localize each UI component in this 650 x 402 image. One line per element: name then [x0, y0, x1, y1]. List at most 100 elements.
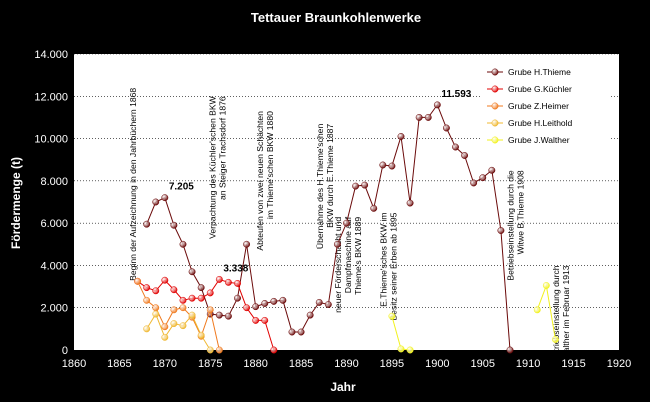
data-point [188, 268, 196, 276]
data-point [206, 289, 214, 297]
x-tick-label: 1895 [380, 358, 404, 370]
data-point [215, 311, 223, 319]
data-point [551, 335, 559, 343]
data-point [415, 113, 423, 121]
y-tick-label: 10.000 [34, 134, 68, 146]
data-point [252, 316, 260, 324]
data-point [161, 276, 169, 284]
data-point [170, 286, 178, 294]
annotation-line: A.Walther im Februar 1913 [561, 265, 571, 368]
data-point [533, 306, 541, 314]
data-point [143, 220, 151, 228]
data-point [134, 277, 142, 285]
data-point [488, 166, 496, 174]
data-point [152, 287, 160, 295]
data-point [261, 316, 269, 324]
annotation-line: Beginn der Aufzeichnung in den Jahrbüche… [128, 88, 138, 281]
data-point [442, 124, 450, 132]
x-tick-label: 1915 [561, 358, 585, 370]
annotation-line: im Thieme'schen BKW 1880 [265, 111, 275, 219]
annotation-line: Thieme's BKW 1889 [353, 217, 363, 295]
annotation-line: Betriebseinstellung durch die [506, 170, 516, 281]
data-point [252, 303, 260, 311]
x-tick-label: 1875 [198, 358, 222, 370]
y-axis-ticks: 0 2.000 4.000 6.000 8.000 10.000 12.000 14.000 [34, 49, 68, 357]
data-point [397, 345, 405, 353]
data-point [243, 304, 251, 312]
y-axis-label: Fördermenge (t) [9, 157, 23, 249]
annotation-line: Verpachtung des Küchler'schen BKW [208, 95, 218, 238]
data-point [461, 152, 469, 159]
x-tick-label: 1905 [471, 358, 495, 370]
data-point [397, 133, 405, 140]
peak-label: 3.338 [223, 263, 248, 274]
data-point [143, 325, 151, 333]
data-point [333, 240, 341, 248]
x-tick-label: 1900 [425, 358, 449, 370]
data-point [352, 182, 360, 190]
data-point [497, 227, 505, 234]
annotation-line: Dampfmaschine auf [343, 216, 353, 293]
event-annotation: E.Thieme'sches BKW imBesitz seiner Erben… [378, 212, 398, 320]
event-annotation: Abteufen von zwei neuen Schächtenim Thie… [255, 111, 275, 251]
annotations: Beginn der Aufzeichnung in den Jahrbüche… [128, 88, 571, 369]
y-tick-label: 0 [62, 345, 68, 357]
legend-label: Grube H.Leithold [508, 118, 573, 128]
series-group [134, 101, 559, 354]
data-point [188, 294, 196, 302]
data-point [179, 304, 187, 312]
legend-marker [491, 102, 499, 110]
data-point [179, 296, 187, 304]
legend-label: Grube J.Walther [508, 135, 570, 145]
data-point [243, 240, 251, 248]
x-tick-label: 1870 [153, 358, 177, 370]
data-point [288, 328, 296, 336]
data-point [161, 194, 169, 202]
data-point [179, 322, 187, 330]
x-tick-label: 1865 [107, 358, 131, 370]
annotation-line: Witwe B.Thieme 1908 [516, 170, 526, 254]
data-point [424, 113, 432, 121]
data-point [161, 323, 169, 331]
event-annotation: Betriebseinstellung durchA.Walther im Fe… [551, 265, 571, 368]
data-point [197, 331, 205, 339]
annotation-line: E.Thieme'sches BKW im [378, 213, 388, 307]
annotation-line: Besitz seiner Erben ab 1895 [388, 212, 398, 320]
data-point [370, 204, 378, 212]
x-axis-ticks: 1860 1865 1870 1875 1880 1885 1890 1895 1900 1905… [62, 358, 631, 370]
data-point [234, 294, 241, 302]
data-point [324, 301, 332, 308]
x-tick-label: 1880 [243, 358, 267, 370]
chart-title: Tettauer Braunkohlenwerke [251, 10, 421, 25]
series-line [137, 281, 220, 351]
legend-marker [491, 85, 499, 93]
data-point [224, 278, 232, 286]
data-point [542, 282, 550, 289]
legend: Grube H.Thieme Grube G.Küchler Grube Z.Hei… [481, 61, 611, 158]
data-point [215, 275, 223, 283]
data-point [479, 174, 487, 182]
event-annotation: Übernahme des H.Thieme'schenBKW durch E.… [315, 124, 335, 250]
data-point [388, 162, 396, 170]
data-point [306, 311, 314, 319]
data-point [297, 328, 305, 336]
peak-label: 7.205 [169, 182, 194, 193]
peak-label: 11.593 [441, 89, 471, 100]
data-point [224, 312, 232, 320]
data-point [206, 306, 214, 314]
y-tick-label: 8.000 [40, 176, 68, 188]
legend-marker [491, 136, 499, 144]
annotation-line: an Steiger Trachsdorf 1876 [218, 96, 228, 200]
event-annotation: neuer Förderschacht undDampfmaschine auf… [333, 216, 363, 313]
data-point [179, 240, 187, 248]
data-point [279, 296, 287, 304]
data-point [170, 221, 178, 229]
x-tick-label: 1885 [289, 358, 313, 370]
data-point [470, 179, 478, 187]
data-point [452, 143, 459, 151]
gridlines [74, 53, 619, 309]
event-annotation: Verpachtung des Küchler'schen BKWan Stei… [208, 95, 228, 238]
data-point [406, 199, 414, 207]
data-point [361, 181, 369, 189]
